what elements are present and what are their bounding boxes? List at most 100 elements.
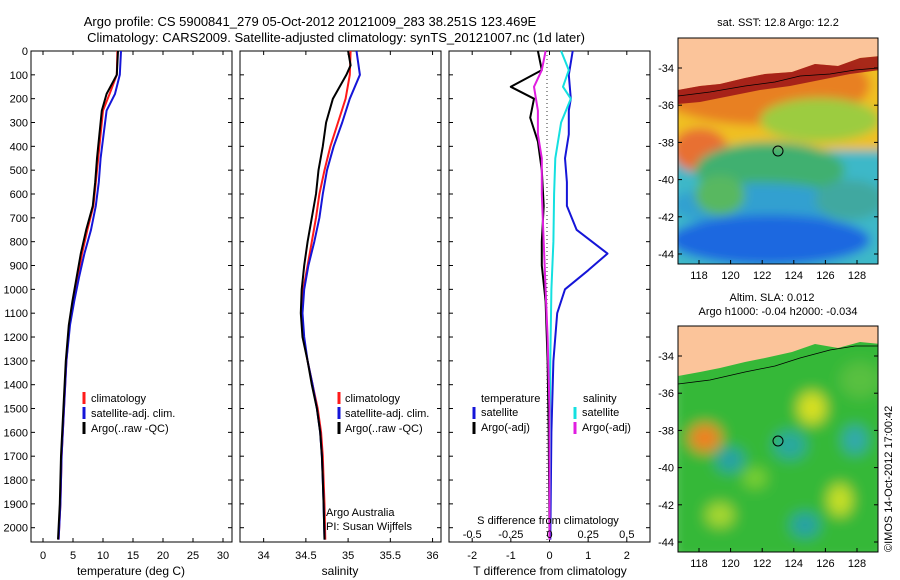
map-x-tick-label: 126	[816, 558, 834, 570]
legend-label-t-argo: Argo(-adj)	[481, 422, 530, 434]
depth-tick-label: 0	[22, 46, 28, 58]
map-y-tick-label: -38	[658, 137, 674, 149]
depth-tick-label: 1700	[4, 451, 28, 463]
x-tick-label: 36	[426, 550, 438, 562]
depth-tick-label: 200	[10, 94, 28, 106]
series-line-satellite-adj-clim-	[57, 50, 122, 540]
legend-header-temperature: temperature	[481, 393, 540, 405]
map-x-tick-label: 120	[721, 558, 739, 570]
annotation-pi: PI: Susan Wijffels	[326, 521, 412, 533]
x-tick-label: 2	[624, 550, 630, 562]
legend-label-climatology: climatology	[91, 393, 147, 405]
legend-label-t-satellite: satellite	[481, 407, 518, 419]
legend-header-salinity: salinity	[583, 393, 617, 405]
sst-contour-line	[678, 67, 878, 97]
series-line-salinity-argo-adj-	[533, 50, 551, 540]
depth-tick-label: 2000	[4, 523, 28, 535]
map-y-tick-label: -34	[658, 63, 674, 75]
sla-map-frame	[677, 325, 879, 553]
map-x-tick-label: 118	[690, 558, 708, 570]
x-tick-label: 34	[258, 550, 270, 562]
salinity-xlabel: salinity	[322, 564, 359, 578]
legend-label-climatology: climatology	[345, 393, 401, 405]
depth-tick-label: 1800	[4, 475, 28, 487]
x-tick-label: 25	[187, 550, 199, 562]
map-y-tick-label: -44	[658, 537, 674, 549]
map-x-tick-label: 128	[848, 558, 866, 570]
map-y-tick-label: -40	[658, 463, 674, 475]
map-x-tick-label: 124	[785, 270, 803, 282]
map-x-tick-label: 122	[753, 270, 771, 282]
sla-map-field	[678, 326, 878, 552]
x-tick-label: 0	[546, 550, 552, 562]
legend-label-s-satellite: satellite	[582, 407, 619, 419]
depth-tick-label: 600	[10, 189, 28, 201]
depth-tick-label: 1900	[4, 499, 28, 511]
sst-land-mask	[678, 38, 878, 90]
depth-tick-label: 1000	[4, 284, 28, 296]
x-tick-label: 5	[70, 550, 76, 562]
sla-map-title-1: Altim. SLA: 0.012	[730, 292, 815, 304]
legend-label-satellite: satellite-adj. clim.	[345, 408, 429, 420]
map-x-tick-label: 126	[816, 270, 834, 282]
header-line-2: Climatology: CARS2009. Satellite-adjuste…	[87, 30, 585, 45]
legend-label-satellite: satellite-adj. clim.	[91, 408, 175, 420]
map-x-tick-label: 124	[785, 558, 803, 570]
sla-map-title-2: Argo h1000: -0.04 h2000: -0.034	[698, 306, 857, 318]
depth-tick-label: 400	[10, 141, 28, 153]
map-y-tick-label: -40	[658, 175, 674, 187]
difference-legend: temperature salinity satellite Argo(-adj…	[472, 393, 631, 434]
map-x-tick-label: 118	[690, 270, 708, 282]
x-tick-label: 30	[217, 550, 229, 562]
sst-map-field	[678, 38, 878, 264]
sla-land-mask	[678, 326, 878, 376]
x-tick-label: 34.5	[295, 550, 316, 562]
depth-tick-label: 1400	[4, 380, 28, 392]
depth-axis: 0 100 200 300 400 500 600 700 800 900 1000 1100 1200…	[4, 46, 650, 535]
depth-tick-label: 1500	[4, 404, 28, 416]
series-line-temperature-satellite	[549, 50, 609, 540]
map-y-tick-label: -42	[658, 212, 674, 224]
depth-tick-label: 300	[10, 118, 28, 130]
x-tick-label: 0	[40, 550, 46, 562]
imos-timestamp: ©IMOS 14-Oct-2012 17:00:42	[883, 406, 895, 552]
top-x-tick-label: -0.5	[463, 529, 482, 541]
salinity-plot: 34 34.5 35 35.5 36	[258, 50, 439, 562]
legend-label-argo: Argo(..raw -QC)	[345, 423, 423, 435]
map-y-tick-label: -38	[658, 425, 674, 437]
sla-map-axes: -34 -36 -38 -40 -42 -44 118 120 122 124 126 128	[658, 351, 878, 570]
difference-top-xlabel: S difference from climatology	[477, 515, 619, 527]
sst-argo-location-marker	[772, 145, 784, 157]
salinity-legend: climatology satellite-adj. clim. Argo(..…	[326, 392, 429, 533]
temperature-xlabel: temperature (deg C)	[77, 564, 185, 578]
map-y-tick-label: -44	[658, 249, 674, 261]
top-x-tick-label: 0	[546, 529, 552, 541]
top-x-tick-label: -0.25	[498, 529, 523, 541]
depth-tick-label: 900	[10, 261, 28, 273]
sst-coastal-band	[678, 56, 878, 104]
difference-plot: -2 -1 0 1 2 -0.5 -0.25 0 0.25 0.5	[463, 50, 634, 562]
map-y-tick-label: -34	[658, 351, 674, 363]
depth-tick-label: 1600	[4, 427, 28, 439]
depth-tick-label: 100	[10, 70, 28, 82]
top-x-tick-label: 0.5	[619, 529, 634, 541]
x-tick-label: 35	[342, 550, 354, 562]
temperature-panel-frame	[30, 50, 233, 543]
map-y-tick-label: -36	[658, 388, 674, 400]
x-tick-label: 20	[157, 550, 169, 562]
top-x-tick-label: 0.25	[577, 529, 598, 541]
temperature-legend: climatology satellite-adj. clim. Argo(..…	[82, 392, 175, 435]
x-tick-label: -1	[506, 550, 516, 562]
x-tick-label: 1	[585, 550, 591, 562]
series-line-temperature-argo-adj-	[509, 50, 551, 540]
legend-label-argo: Argo(..raw -QC)	[91, 423, 169, 435]
series-line-satellite-adj-clim-	[301, 50, 361, 540]
map-x-tick-label: 120	[721, 270, 739, 282]
map-y-tick-label: -36	[658, 100, 674, 112]
map-x-tick-label: 122	[753, 558, 771, 570]
depth-tick-label: 700	[10, 213, 28, 225]
x-tick-label: 15	[127, 550, 139, 562]
series-line-salinity-satellite	[548, 50, 572, 540]
map-x-tick-label: 128	[848, 270, 866, 282]
